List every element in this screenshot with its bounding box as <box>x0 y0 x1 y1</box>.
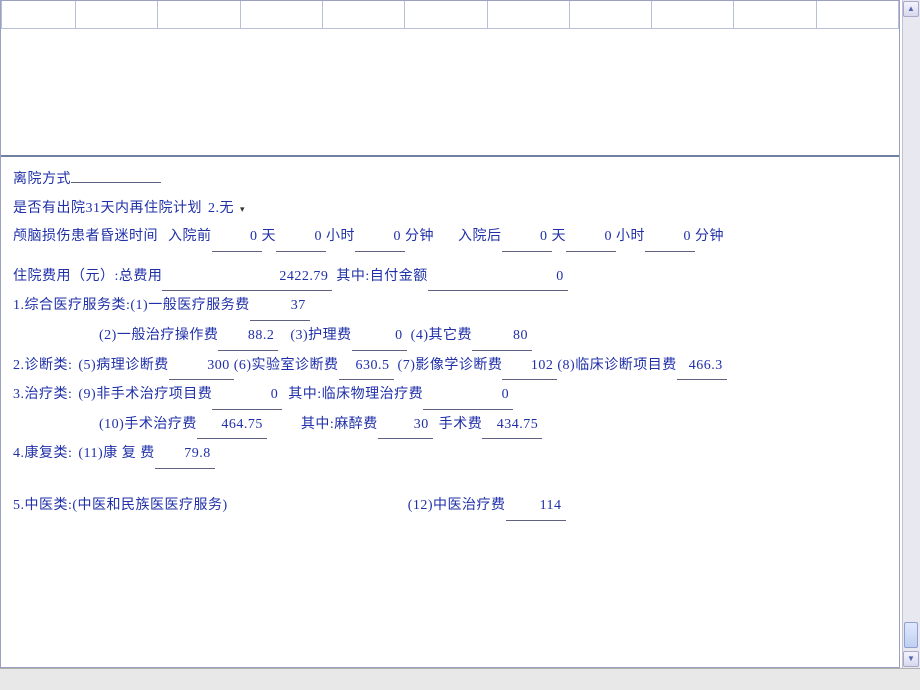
table-cell <box>652 1 734 28</box>
post-days-input[interactable]: 0 <box>502 224 552 252</box>
total-fee-row: 住院费用（元）:总费用 2422.79 其中:自付金额 0 <box>13 264 887 292</box>
item9-sub-input[interactable]: 0 <box>423 382 513 410</box>
table-cell <box>76 1 158 28</box>
readmit-row: 是否有出院31天内再住院计划 2.无 ▾ <box>13 196 887 223</box>
item6-input[interactable]: 630.5 <box>339 353 394 381</box>
item8-input[interactable]: 466.3 <box>677 353 727 381</box>
item2-label: (2)一般治疗操作费 <box>99 323 218 350</box>
item8-label: (8)临床诊断项目费 <box>557 353 676 380</box>
item9-label: (9)非手术治疗项目费 <box>78 382 212 409</box>
chevron-down-icon: ▾ <box>240 201 245 218</box>
item4-input[interactable]: 80 <box>472 323 532 351</box>
item7-input[interactable]: 102 <box>502 353 557 381</box>
form-area: 离院方式 是否有出院31天内再住院计划 2.无 ▾ 颅脑损伤患者昏迷时间 入院前… <box>1 157 899 521</box>
item10-sub1-label: 其中:麻醉费 <box>301 412 378 439</box>
hours-unit: 小时 <box>326 224 355 251</box>
cat3-row1: 3.治疗类: (9)非手术治疗项目费 0 其中:临床物理治疗费 0 <box>13 382 887 410</box>
item10-sub1-input[interactable]: 30 <box>378 412 433 440</box>
pre-hours-input[interactable]: 0 <box>276 224 326 252</box>
item5-input[interactable]: 300 <box>169 353 234 381</box>
scroll-thumb[interactable] <box>904 622 918 648</box>
item10-sub2-label: 手术费 <box>439 412 483 439</box>
cat1-row1: 1.综合医疗服务类: (1)一般医疗服务费 37 <box>13 293 887 321</box>
item10-sub2-input[interactable]: 434.75 <box>482 412 542 440</box>
vertical-scrollbar[interactable]: ▲ ▼ <box>902 0 920 668</box>
table-cell <box>488 1 570 28</box>
item10-input[interactable]: 464.75 <box>197 412 267 440</box>
total-fee-label: 住院费用（元）:总费用 <box>13 264 162 291</box>
table-cell <box>570 1 652 28</box>
coma-label: 颅脑损伤患者昏迷时间 <box>13 224 158 251</box>
item11-label: (11)康 复 费 <box>78 441 154 468</box>
cat5-header: 5.中医类: <box>13 493 72 520</box>
item12-input[interactable]: 114 <box>506 493 566 521</box>
table-cell <box>241 1 323 28</box>
table-cell <box>323 1 405 28</box>
postadmit-label: 入院后 <box>458 224 502 251</box>
item1-input[interactable]: 37 <box>250 293 310 321</box>
cat2-header: 2.诊断类: <box>13 353 72 380</box>
pre-minutes-input[interactable]: 0 <box>355 224 405 252</box>
cat5-row: 5.中医类: (中医和民族医医疗服务) (12)中医治疗费 114 <box>13 493 887 521</box>
readmit-label: 是否有出院31天内再住院计划 <box>13 196 202 223</box>
post-hours-input[interactable]: 0 <box>566 224 616 252</box>
discharge-method-label: 离院方式 <box>13 167 71 194</box>
cat1-row2: (2)一般治疗操作费 88.2 (3)护理费 0 (4)其它费 80 <box>13 323 887 351</box>
item11-input[interactable]: 79.8 <box>155 441 215 469</box>
pre-days-input[interactable]: 0 <box>212 224 262 252</box>
scroll-up-icon[interactable]: ▲ <box>903 1 919 17</box>
scroll-down-icon[interactable]: ▼ <box>903 651 919 667</box>
coma-row: 颅脑损伤患者昏迷时间 入院前 0 天 0 小时 0 分钟 入院后 0 天 0 小… <box>13 224 887 252</box>
item6-label: (6)实验室诊断费 <box>234 353 339 380</box>
content-panel: 离院方式 是否有出院31天内再住院计划 2.无 ▾ 颅脑损伤患者昏迷时间 入院前… <box>0 0 900 668</box>
item3-label: (3)护理费 <box>290 323 351 350</box>
days-unit: 天 <box>262 224 277 251</box>
readmit-dropdown[interactable]: 2.无 ▾ <box>208 196 245 223</box>
table-cell <box>734 1 816 28</box>
cat5-sub-label: (中医和民族医医疗服务) <box>72 493 227 520</box>
cat4-row: 4.康复类: (11)康 复 费 79.8 <box>13 441 887 469</box>
post-minutes-input[interactable]: 0 <box>645 224 695 252</box>
table-cell <box>817 1 899 28</box>
selfpay-input[interactable]: 0 <box>428 264 568 292</box>
cat3-row2: (10)手术治疗费 464.75 其中:麻醉费 30 手术费 434.75 <box>13 412 887 440</box>
table-cell <box>158 1 240 28</box>
item1-label: (1)一般医疗服务费 <box>130 293 249 320</box>
item9-sub-label: 其中:临床物理治疗费 <box>288 382 423 409</box>
table-cell <box>1 1 76 28</box>
cat3-header: 3.治疗类: <box>13 382 72 409</box>
minutes-unit-2: 分钟 <box>695 224 724 251</box>
item9-input[interactable]: 0 <box>212 382 282 410</box>
table-cell <box>405 1 487 28</box>
cat4-header: 4.康复类: <box>13 441 72 468</box>
table-header-row <box>1 1 899 29</box>
readmit-value: 2.无 <box>208 196 234 223</box>
discharge-method-row: 离院方式 <box>13 167 887 194</box>
item5-label: (5)病理诊断费 <box>78 353 168 380</box>
item2-input[interactable]: 88.2 <box>218 323 278 351</box>
minutes-unit: 分钟 <box>405 224 434 251</box>
status-bar <box>0 668 920 690</box>
blank-area <box>1 29 899 155</box>
window-frame: 离院方式 是否有出院31天内再住院计划 2.无 ▾ 颅脑损伤患者昏迷时间 入院前… <box>0 0 920 690</box>
item10-label: (10)手术治疗费 <box>99 412 197 439</box>
days-unit-2: 天 <box>552 224 567 251</box>
item4-label: (4)其它费 <box>411 323 472 350</box>
cat2-row: 2.诊断类: (5)病理诊断费 300 (6)实验室诊断费 630.5 (7)影… <box>13 353 887 381</box>
item3-input[interactable]: 0 <box>352 323 407 351</box>
item12-label: (12)中医治疗费 <box>408 493 506 520</box>
selfpay-label: 其中:自付金额 <box>336 264 427 291</box>
hours-unit-2: 小时 <box>616 224 645 251</box>
discharge-method-value[interactable] <box>71 182 161 183</box>
preadmit-label: 入院前 <box>168 224 212 251</box>
item7-label: (7)影像学诊断费 <box>398 353 503 380</box>
cat1-header: 1.综合医疗服务类: <box>13 293 130 320</box>
total-fee-input[interactable]: 2422.79 <box>162 264 332 292</box>
